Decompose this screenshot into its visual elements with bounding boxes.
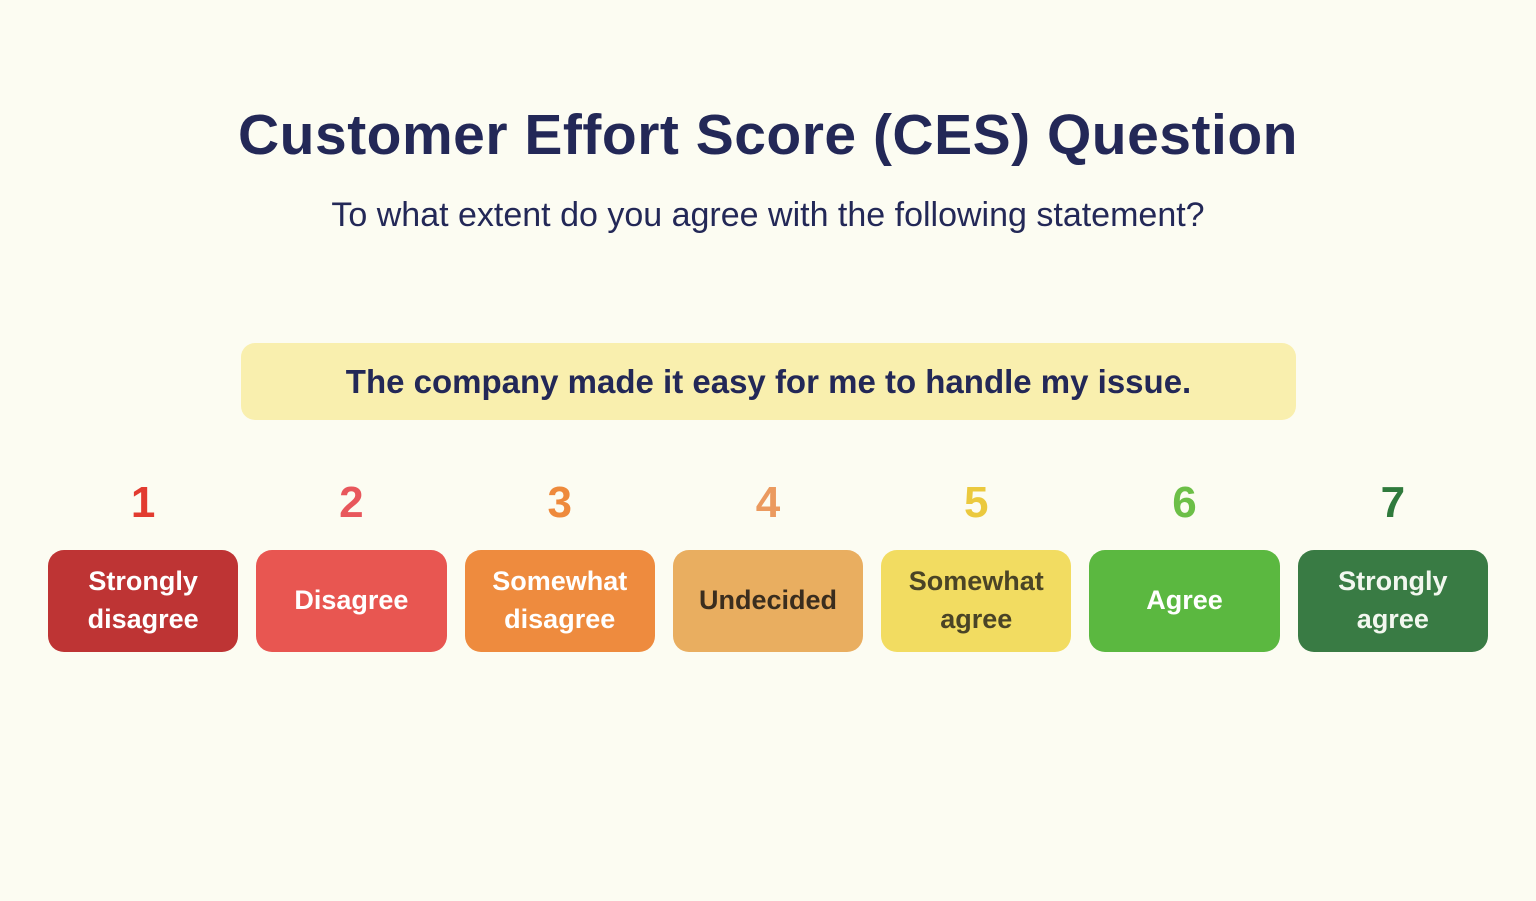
scale-option-2: 2 Disagree (256, 476, 447, 652)
scale-number-1: 1 (130, 478, 156, 527)
scale-option-7: 7 Strongly agree (1297, 476, 1488, 652)
scale-number-7: 7 (1380, 478, 1406, 527)
scale-option-3: 3 Somewhat disagree (464, 476, 655, 652)
ces-scale: 1 Strongly disagree 2 Disagree 3 Somewha… (48, 476, 1488, 652)
scale-box-undecided[interactable]: Undecided (672, 550, 864, 652)
scale-box-strongly-disagree[interactable]: Strongly disagree (48, 550, 239, 652)
scale-option-6: 6 Agree (1089, 476, 1280, 652)
scale-option-4: 4 Undecided (672, 476, 864, 652)
scale-option-5: 5 Somewhat agree (881, 476, 1072, 652)
scale-box-somewhat-agree[interactable]: Somewhat agree (881, 550, 1072, 652)
scale-number-5: 5 (964, 478, 989, 527)
scale-box-somewhat-disagree[interactable]: Somewhat disagree (464, 550, 655, 652)
scale-box-disagree[interactable]: Disagree (256, 550, 447, 652)
scale-number-6: 6 (1172, 478, 1197, 527)
scale-number-4: 4 (755, 478, 781, 527)
statement-text: The company made it easy for me to handl… (345, 362, 1192, 400)
page-title: Customer Effort Score (CES) Question (238, 103, 1298, 167)
page-subtitle: To what extent do you agree with the fol… (331, 196, 1205, 234)
scale-number-2: 2 (339, 478, 364, 527)
scale-number-3: 3 (547, 478, 572, 527)
scale-option-1: 1 Strongly disagree (48, 476, 239, 652)
scale-box-agree[interactable]: Agree (1089, 550, 1280, 652)
statement-box: The company made it easy for me to handl… (241, 343, 1296, 420)
scale-box-strongly-agree[interactable]: Strongly agree (1297, 550, 1488, 652)
